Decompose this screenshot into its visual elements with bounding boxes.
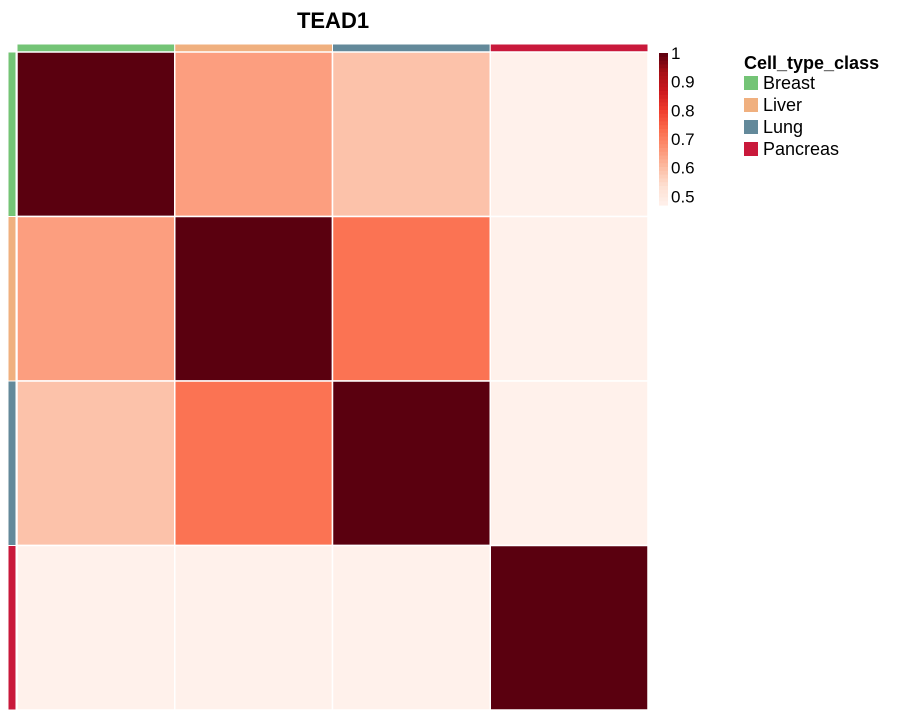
colorbar-segment	[659, 91, 668, 96]
colorbar-segment	[659, 197, 668, 202]
colorbar-segment	[659, 167, 668, 172]
heatmap-cell-pancreas-lung	[331, 544, 491, 711]
colorbar-segment	[659, 75, 668, 81]
heatmap-cell-lung-breast	[16, 380, 176, 547]
left-annotation-bar	[7, 51, 17, 711]
heatmap-grid	[16, 51, 649, 711]
colorbar-segment	[659, 106, 668, 111]
colorbar-segment	[659, 72, 668, 77]
colorbar-segment	[659, 178, 668, 183]
colorbar-segment	[659, 174, 668, 179]
colorbar-segment	[659, 136, 668, 141]
legend-label-pancreas: Pancreas	[763, 139, 839, 159]
heatmap-cell-liver-pancreas	[489, 215, 649, 382]
heatmap-cell-liver-breast	[16, 215, 176, 382]
legend-swatch-pancreas	[744, 142, 758, 156]
colorbar-segment	[659, 163, 668, 168]
colorbar-segment	[659, 129, 668, 134]
colorbar-segment	[659, 182, 668, 187]
colorbar-segment	[659, 155, 668, 160]
colorbar-tick-label: 0.6	[671, 159, 695, 178]
left-annotation-pancreas	[7, 545, 17, 711]
colorbar-segment	[659, 110, 668, 115]
legend-swatch-lung	[744, 120, 758, 134]
colorbar-segment	[659, 151, 668, 157]
colorbar-tick-label: 0.7	[671, 130, 695, 149]
heatmap-cell-breast-lung	[331, 51, 491, 218]
colorbar-segment	[659, 53, 668, 58]
colorbar-segment	[659, 117, 668, 122]
top-annotation-lung	[332, 43, 491, 53]
colorbar-segment	[659, 64, 668, 69]
left-annotation-breast	[7, 51, 17, 217]
colorbar-segment	[659, 170, 668, 176]
left-annotation-liver	[7, 216, 17, 382]
legend-swatch-liver	[744, 98, 758, 112]
colorbar-segment	[659, 159, 668, 164]
top-annotation-pancreas	[489, 43, 649, 53]
heatmap-cell-pancreas-breast	[16, 544, 176, 711]
colorbar-segment	[659, 144, 668, 149]
legend-label-liver: Liver	[763, 95, 802, 115]
colorbar-segment	[659, 94, 668, 100]
colorbar-segment	[659, 113, 668, 119]
heatmap-cell-pancreas-liver	[174, 544, 334, 711]
colorbar-segment	[659, 132, 668, 138]
colorbar-segment	[659, 193, 668, 198]
colorbar-segment	[659, 102, 668, 107]
left-annotation-lung	[7, 380, 17, 546]
colorbar-segment	[659, 125, 668, 130]
colorbar-tick-label: 1	[671, 44, 680, 63]
top-annotation-liver	[174, 43, 333, 53]
legend-label-breast: Breast	[763, 73, 815, 93]
colorbar-segment	[659, 68, 668, 73]
heatmap-cell-breast-liver	[174, 51, 334, 218]
colorbar-segment	[659, 79, 668, 84]
heatmap-cell-breast-pancreas	[489, 51, 649, 218]
colorbar-segment	[659, 56, 668, 62]
colorbar-tick-label: 0.9	[671, 73, 695, 92]
colorbar-segment	[659, 60, 668, 65]
heatmap-cell-lung-lung	[331, 380, 491, 547]
colorbar-segment	[659, 140, 668, 145]
legend-label-lung: Lung	[763, 117, 803, 137]
legend-swatch-breast	[744, 76, 758, 90]
heatmap-cell-pancreas-pancreas	[489, 544, 649, 711]
top-annotation-bar	[16, 43, 649, 53]
heatmap-cell-liver-lung	[331, 215, 491, 382]
colorbar-segment	[659, 189, 668, 195]
heatmap-cell-lung-liver	[174, 380, 334, 547]
colorbar-tick-label: 0.5	[671, 187, 695, 206]
colorbar-segment	[659, 121, 668, 126]
chart-title: TEAD1	[297, 8, 369, 33]
heatmap-cell-liver-liver	[174, 215, 334, 382]
colorbar-segment	[659, 201, 668, 206]
colorbar-segment	[659, 148, 668, 153]
colorbar: 1 0.9 0.8 0.7 0.6 0.5	[659, 44, 695, 206]
heatmap-cell-lung-pancreas	[489, 380, 649, 547]
colorbar-segment	[659, 186, 668, 191]
heatmap-cell-breast-breast	[16, 51, 176, 218]
top-annotation-breast	[16, 43, 176, 53]
colorbar-segment	[659, 87, 668, 92]
legend-title: Cell_type_class	[744, 53, 879, 73]
colorbar-segment	[659, 83, 668, 88]
colorbar-tick-label: 0.8	[671, 101, 695, 120]
colorbar-segment	[659, 98, 668, 103]
